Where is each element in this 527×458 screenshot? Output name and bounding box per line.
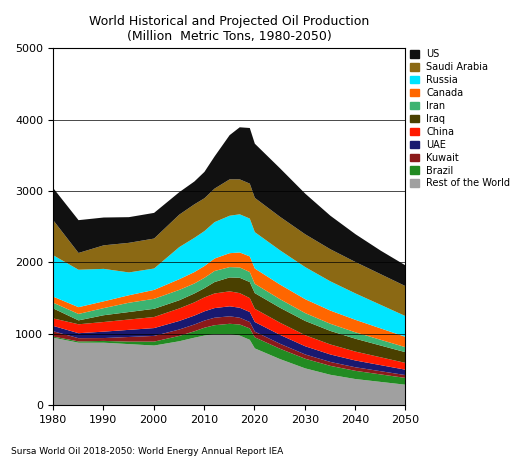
Text: Sursa World Oil 2018-2050: World Energy Annual Report IEA: Sursa World Oil 2018-2050: World Energy … xyxy=(11,447,283,456)
Title: World Historical and Projected Oil Production
(Million  Metric Tons, 1980-2050): World Historical and Projected Oil Produ… xyxy=(89,15,369,43)
Legend: US, Saudi Arabia, Russia, Canada, Iran, Iraq, China, UAE, Kuwait, Brazil, Rest o: US, Saudi Arabia, Russia, Canada, Iran, … xyxy=(409,49,511,190)
